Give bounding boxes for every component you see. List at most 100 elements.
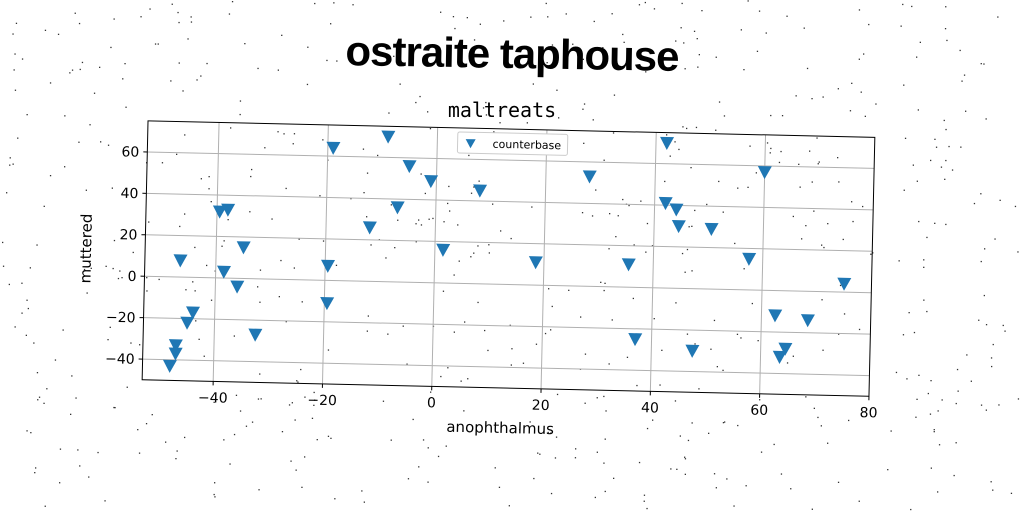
- noise-speck: [581, 212, 584, 214]
- noise-speck: [488, 252, 490, 254]
- noise-speck: [978, 319, 980, 321]
- noise-speck: [575, 448, 577, 450]
- noise-speck: [694, 343, 696, 345]
- noise-speck: [494, 467, 496, 469]
- noise-speck: [600, 281, 602, 283]
- noise-speck: [693, 30, 696, 32]
- noise-speck: [366, 172, 369, 174]
- data-point: [768, 309, 783, 323]
- noise-speck: [547, 431, 549, 434]
- noise-speck: [420, 224, 423, 226]
- y-tick-label: 0: [127, 269, 136, 285]
- noise-speck: [1014, 205, 1017, 208]
- noise-speck: [691, 270, 693, 272]
- noise-speck: [149, 8, 151, 10]
- noise-speck: [296, 380, 298, 382]
- noise-speck: [78, 22, 81, 25]
- data-point: [742, 252, 757, 266]
- noise-speck: [278, 296, 280, 298]
- noise-speck: [584, 353, 587, 355]
- noise-speck: [992, 343, 994, 346]
- noise-speck: [198, 338, 200, 340]
- noise-speck: [335, 264, 338, 266]
- noise-speck: [544, 332, 547, 335]
- data-point: [837, 277, 852, 291]
- noise-speck: [2, 265, 5, 267]
- noise-speck: [715, 129, 717, 131]
- noise-speck: [304, 396, 306, 398]
- y-gridline: [147, 151, 875, 169]
- noise-speck: [407, 478, 410, 480]
- noise-speck: [653, 318, 655, 320]
- data-point: [173, 254, 188, 268]
- noise-speck: [550, 492, 553, 495]
- noise-speck: [531, 206, 533, 208]
- noise-speck: [645, 71, 647, 73]
- noise-speck: [306, 83, 309, 86]
- data-point: [800, 314, 815, 328]
- noise-speck: [937, 410, 939, 412]
- noise-speck: [875, 103, 877, 105]
- noise-speck: [192, 281, 194, 283]
- noise-speck: [12, 33, 14, 35]
- noise-speck: [839, 284, 842, 287]
- noise-speck: [722, 369, 724, 371]
- noise-speck: [916, 398, 918, 400]
- noise-speck: [260, 398, 262, 400]
- noise-speck: [110, 46, 112, 49]
- noise-speck: [454, 27, 456, 30]
- noise-speck: [445, 445, 447, 447]
- noise-speck: [653, 8, 656, 10]
- noise-speck: [194, 290, 196, 292]
- noise-speck: [125, 106, 127, 108]
- noise-speck: [484, 329, 486, 332]
- noise-speck: [640, 200, 642, 202]
- x-axis-label: anophthalmus: [446, 418, 554, 438]
- x-gridline: [649, 132, 657, 392]
- noise-speck: [998, 404, 1000, 406]
- noise-speck: [622, 198, 624, 201]
- noise-speck: [545, 2, 547, 5]
- noise-speck: [617, 215, 619, 217]
- noise-speck: [611, 13, 613, 15]
- noise-speck: [745, 485, 747, 487]
- noise-speck: [17, 137, 19, 139]
- noise-speck: [239, 100, 242, 102]
- noise-speck: [203, 355, 205, 357]
- noise-speck: [837, 481, 840, 483]
- noise-speck: [14, 89, 17, 91]
- noise-speck: [259, 301, 261, 303]
- noise-speck: [678, 148, 680, 151]
- noise-speck: [965, 110, 967, 112]
- noise-speck: [608, 248, 610, 250]
- noise-speck: [722, 422, 725, 424]
- noise-speck: [604, 438, 606, 440]
- y-gridline: [142, 358, 870, 377]
- noise-speck: [574, 457, 577, 459]
- noise-speck: [694, 209, 696, 212]
- noise-speck: [388, 112, 390, 114]
- noise-speck: [582, 58, 584, 60]
- noise-speck: [59, 482, 61, 484]
- noise-speck: [190, 21, 193, 23]
- noise-speck: [62, 329, 64, 331]
- noise-speck: [591, 215, 594, 217]
- noise-speck: [529, 421, 531, 423]
- noise-speck: [596, 451, 598, 453]
- noise-speck: [533, 477, 535, 480]
- y-gridline: [145, 234, 873, 252]
- data-point: [628, 333, 643, 347]
- noise-speck: [948, 145, 950, 148]
- noise-speck: [923, 259, 925, 261]
- noise-speck: [464, 321, 466, 323]
- noise-speck: [603, 159, 605, 161]
- noise-speck: [105, 265, 107, 267]
- noise-speck: [698, 388, 700, 390]
- noise-speck: [530, 16, 532, 18]
- noise-speck: [178, 21, 180, 24]
- noise-speck: [786, 362, 789, 364]
- noise-speck: [25, 334, 27, 336]
- noise-speck: [477, 301, 479, 304]
- noise-speck: [983, 63, 985, 65]
- noise-speck: [923, 299, 925, 301]
